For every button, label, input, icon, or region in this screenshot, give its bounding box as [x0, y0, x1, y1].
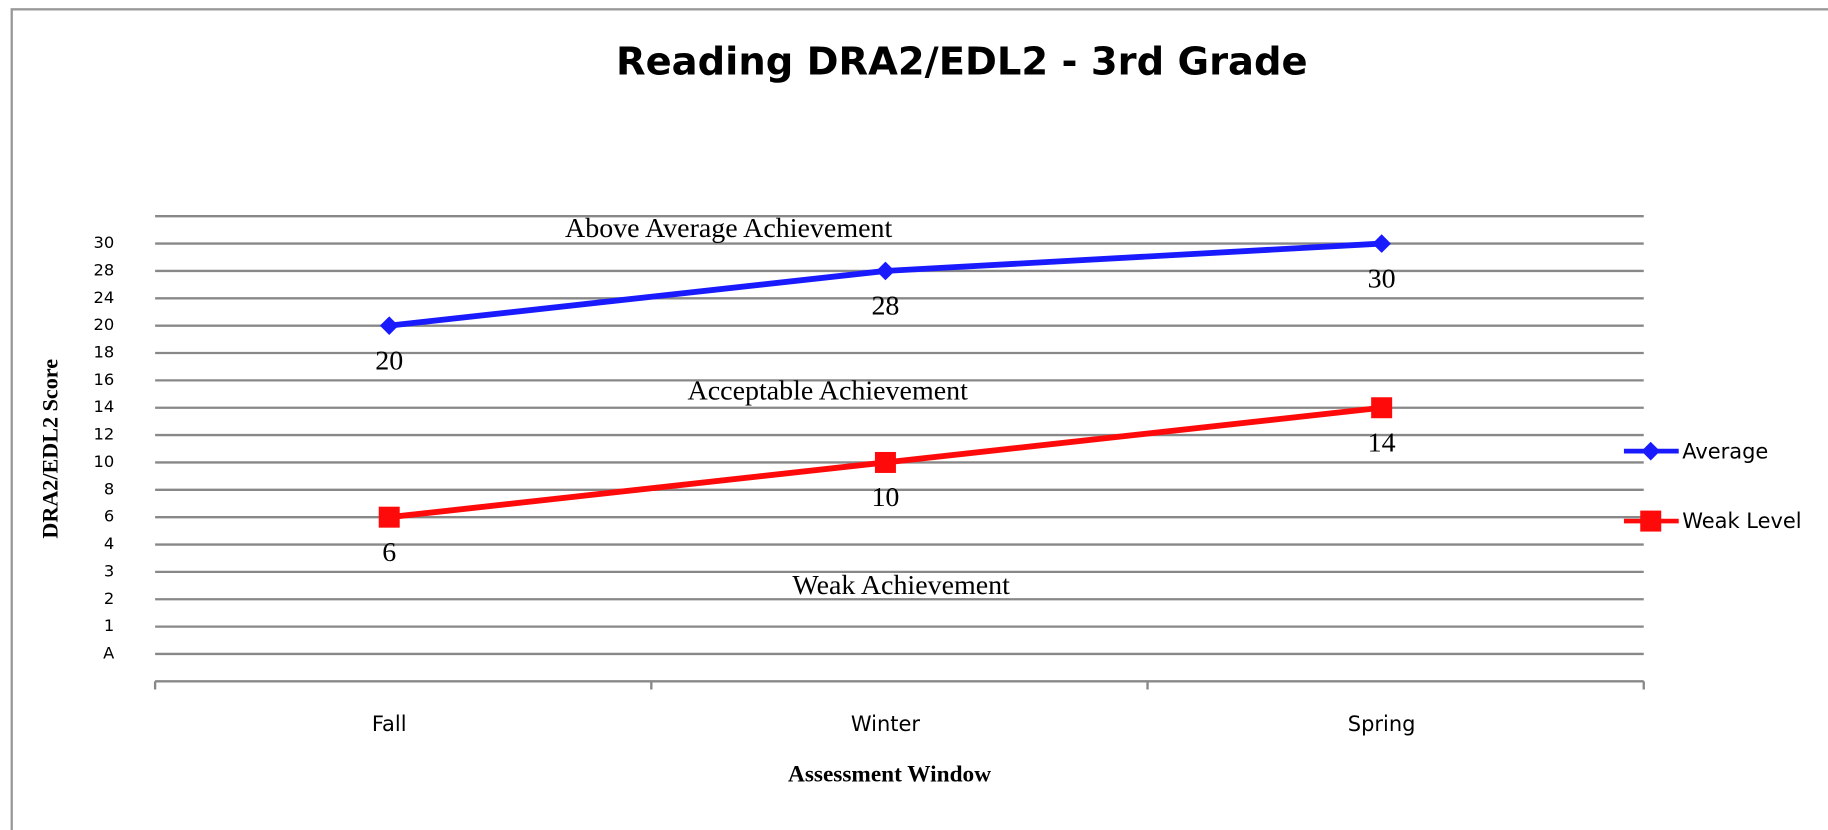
data-label: 14: [1368, 427, 1396, 458]
data-label: 28: [871, 291, 899, 322]
chart-title: Reading DRA2/EDL2 - 3rd Grade: [616, 40, 1308, 85]
y-tick-label: 1: [104, 616, 114, 635]
y-tick-label: 12: [94, 425, 115, 444]
legend-marker: [1641, 441, 1661, 461]
chart-border: [10, 8, 1828, 830]
y-axis-label: DRA2/EDL2 Score: [38, 359, 63, 539]
y-tick-label: 20: [94, 315, 115, 334]
y-tick-label: 24: [94, 288, 115, 307]
data-point: [1372, 234, 1391, 253]
x-tick-label: Spring: [1348, 712, 1416, 736]
data-label: 20: [375, 345, 403, 376]
x-tick-label: Winter: [851, 712, 921, 736]
annotation: Weak Achievement: [792, 570, 1010, 601]
y-tick-label: 2: [104, 589, 114, 608]
y-tick-label: 3: [104, 561, 114, 580]
data-point: [1371, 397, 1393, 419]
data-point: [874, 451, 896, 473]
data-point: [876, 261, 895, 281]
legend-label: Weak Level: [1682, 509, 1801, 533]
data-label: 10: [871, 482, 899, 513]
annotation: Above Average Achievement: [565, 213, 892, 244]
y-tick-label: 8: [104, 479, 114, 498]
y-tick-label: 10: [94, 452, 115, 471]
data-label: 30: [1368, 263, 1396, 294]
y-tick-label: A: [103, 643, 115, 662]
y-tick-label: 30: [94, 233, 115, 252]
data-label: 6: [382, 537, 396, 568]
y-tick-label: 28: [94, 260, 115, 279]
legend-label: Average: [1682, 439, 1768, 463]
x-axis-label: Assessment Window: [788, 762, 991, 788]
y-tick-label: 14: [94, 397, 115, 416]
y-tick-label: 4: [104, 534, 114, 553]
y-tick-label: 16: [94, 370, 115, 389]
data-point: [378, 506, 400, 528]
annotation: Acceptable Achievement: [688, 375, 969, 406]
legend-marker: [1640, 510, 1662, 532]
y-tick-label: 6: [104, 507, 114, 526]
x-tick-label: Fall: [372, 712, 407, 736]
y-tick-label: 18: [94, 343, 115, 362]
